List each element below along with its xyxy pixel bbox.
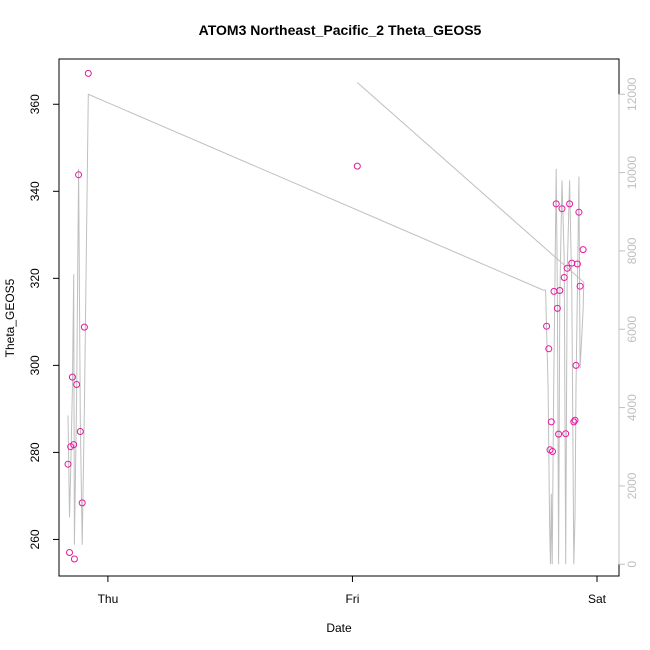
x-axis: Thu Fri Sat xyxy=(98,575,607,606)
data-point xyxy=(575,208,583,216)
data-point xyxy=(70,441,78,449)
data-point xyxy=(562,430,570,438)
data-point xyxy=(553,304,561,312)
x-tick-label: Fri xyxy=(345,592,359,606)
data-point xyxy=(560,274,568,281)
y-tick-label: 280 xyxy=(28,442,42,462)
data-point xyxy=(70,555,78,563)
data-point xyxy=(570,418,578,426)
y-axis-right: 0 2000 4000 6000 8000 10000 12000 xyxy=(618,77,639,568)
x-tick-label: Sat xyxy=(588,592,607,606)
y-tick-label: 340 xyxy=(28,181,42,201)
data-point xyxy=(73,381,81,388)
data-point xyxy=(76,428,84,435)
data-point xyxy=(80,323,88,331)
data-point xyxy=(547,418,555,426)
y-axis-left: 260 280 300 320 340 360 xyxy=(28,94,60,549)
data-point xyxy=(353,162,361,170)
x-axis-label: Date xyxy=(326,621,352,635)
data-point xyxy=(558,205,566,213)
data-point xyxy=(571,416,579,424)
data-point xyxy=(556,287,564,294)
data-point xyxy=(78,499,86,507)
data-point xyxy=(68,373,76,381)
data-point xyxy=(552,200,560,208)
y2-tick-label: 12000 xyxy=(625,77,639,111)
data-point xyxy=(572,361,580,369)
data-point xyxy=(576,282,584,290)
y-tick-label: 320 xyxy=(28,268,42,288)
y2-tick-label: 0 xyxy=(625,561,639,568)
x-tick-label: Thu xyxy=(98,592,119,606)
data-point xyxy=(66,549,73,556)
data-point xyxy=(579,246,587,254)
y2-tick-label: 10000 xyxy=(625,156,639,190)
data-point xyxy=(545,345,553,353)
y2-tick-label: 8000 xyxy=(625,237,639,264)
data-point xyxy=(549,448,556,455)
data-point xyxy=(84,69,92,77)
data-point xyxy=(550,287,558,295)
data-point xyxy=(64,460,72,468)
y2-tick-label: 2000 xyxy=(625,472,639,499)
secondary-line-layer xyxy=(67,82,585,565)
y-tick-label: 360 xyxy=(28,94,42,114)
data-point xyxy=(563,264,571,272)
y-axis-label: Theta_GEOS5 xyxy=(3,278,17,357)
plot-box xyxy=(58,58,620,577)
y-tick-label: 300 xyxy=(28,355,42,375)
data-point xyxy=(543,322,551,330)
y2-tick-label: 4000 xyxy=(625,394,639,421)
data-point xyxy=(573,260,581,268)
chart-title: ATOM3 Northeast_Pacific_2 Theta_GEOS5 xyxy=(199,22,482,38)
y-tick-label: 260 xyxy=(28,529,42,549)
y2-tick-label: 6000 xyxy=(625,316,639,343)
data-point xyxy=(566,200,574,208)
data-point xyxy=(75,171,83,179)
data-point xyxy=(555,430,563,438)
theta-points-layer xyxy=(64,69,587,563)
secondary-series-line xyxy=(67,82,585,565)
